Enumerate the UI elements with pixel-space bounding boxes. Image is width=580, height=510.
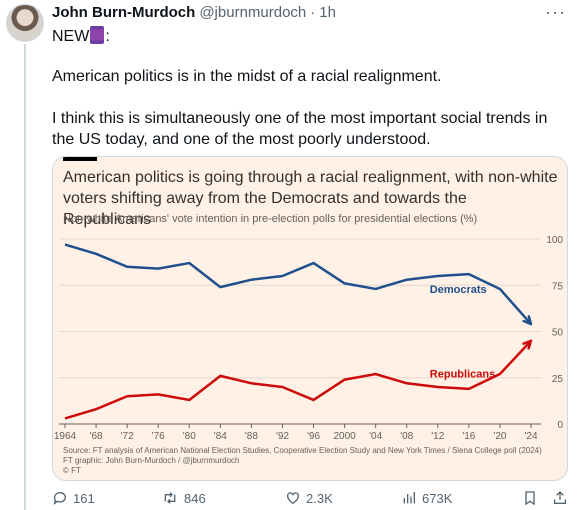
tweet-text-line2: American politics is in the midst of a r… bbox=[52, 68, 442, 85]
y-tick-label-100: 100 bbox=[546, 235, 563, 246]
x-tick-label-1996: '96 bbox=[307, 431, 320, 442]
reply-count: 161 bbox=[73, 490, 95, 506]
series-label-republicans: Republicans bbox=[430, 368, 495, 380]
x-tick-label-2012: '12 bbox=[431, 431, 444, 442]
separator: · bbox=[310, 4, 316, 21]
share-icon bbox=[554, 491, 566, 504]
x-tick-label-1980: '80 bbox=[183, 431, 196, 442]
chart-source: Source: FT analysis of American National… bbox=[63, 446, 563, 476]
like-button[interactable]: 2.3K bbox=[285, 490, 333, 506]
x-tick-label-1972: '72 bbox=[121, 431, 134, 442]
bookmark-icon bbox=[525, 491, 535, 506]
x-tick-label-1968: '68 bbox=[90, 431, 103, 442]
x-tick-label-1964: 1964 bbox=[54, 431, 77, 442]
avatar[interactable] bbox=[6, 4, 44, 42]
colon: : bbox=[105, 28, 110, 45]
tweet-text-line1: NEW: bbox=[52, 26, 567, 47]
new-label: NEW bbox=[52, 28, 90, 45]
timestamp[interactable]: 1h bbox=[319, 4, 336, 21]
chart-image-card[interactable]: American politics is going through a rac… bbox=[52, 156, 568, 481]
credit-text: FT graphic: John Burn-Murdoch / @jburnmu… bbox=[63, 456, 240, 465]
y-tick-label-25: 25 bbox=[552, 374, 564, 385]
source-text: Source: FT analysis of American National… bbox=[63, 446, 542, 455]
tweet-actions: 161 846 2.3K 673K bbox=[52, 490, 572, 510]
tweet-text-line3: I think this is simultaneously one of th… bbox=[52, 110, 548, 148]
ft-top-rule bbox=[63, 157, 97, 161]
views-button[interactable]: 673K bbox=[401, 490, 452, 506]
tweet-header: John Burn-Murdoch @jburnmurdoch · 1h bbox=[52, 4, 336, 21]
line-chart: 0 25 50 75 100 1964 '68 '72 '76 '80 '84 '88 '92 '96 20… bbox=[54, 235, 564, 442]
views-icon bbox=[403, 492, 415, 504]
ft-logo: © FT bbox=[63, 466, 81, 475]
bookmark-button[interactable] bbox=[522, 490, 538, 506]
reply-button[interactable]: 161 bbox=[52, 490, 95, 506]
x-tick-label-1988: '88 bbox=[245, 431, 258, 442]
retweet-icon bbox=[164, 492, 176, 504]
x-tick-label-2004: '04 bbox=[369, 431, 382, 442]
views-count: 673K bbox=[422, 490, 453, 506]
thread-line bbox=[24, 44, 26, 510]
x-tick-label-2024: '24 bbox=[524, 431, 537, 442]
retweet-count: 846 bbox=[184, 490, 206, 506]
author-handle[interactable]: @jburnmurdoch bbox=[199, 4, 307, 21]
x-tick-label-2016: '16 bbox=[462, 431, 475, 442]
like-count: 2.3K bbox=[306, 490, 333, 506]
chart-subtitle: Non-white Americans' vote intention in p… bbox=[63, 213, 478, 225]
author-name[interactable]: John Burn-Murdoch bbox=[52, 4, 196, 21]
thread-emoji-icon bbox=[90, 26, 105, 44]
x-tick-label-1992: '92 bbox=[276, 431, 289, 442]
y-tick-label-75: 75 bbox=[552, 281, 564, 292]
chart-title: American politics is going through a rac… bbox=[63, 169, 558, 228]
heart-icon bbox=[287, 492, 299, 505]
x-tick-label-2020: '20 bbox=[493, 431, 506, 442]
retweet-button[interactable]: 846 bbox=[161, 490, 206, 506]
series-line-republicans bbox=[64, 339, 532, 420]
x-tick-label-1976: '76 bbox=[152, 431, 165, 442]
y-tick-label-0: 0 bbox=[557, 420, 563, 431]
x-tick-label-2000: 2000 bbox=[333, 431, 356, 442]
more-options-icon[interactable]: ··· bbox=[545, 2, 566, 22]
x-tick-label-2008: '08 bbox=[400, 431, 413, 442]
x-tick-label-1984: '84 bbox=[214, 431, 227, 442]
series-label-democrats: Democrats bbox=[430, 284, 487, 296]
share-button[interactable] bbox=[552, 490, 568, 506]
series-line-democrats bbox=[64, 243, 532, 325]
reply-icon bbox=[53, 492, 66, 505]
y-tick-label-50: 50 bbox=[552, 328, 564, 339]
